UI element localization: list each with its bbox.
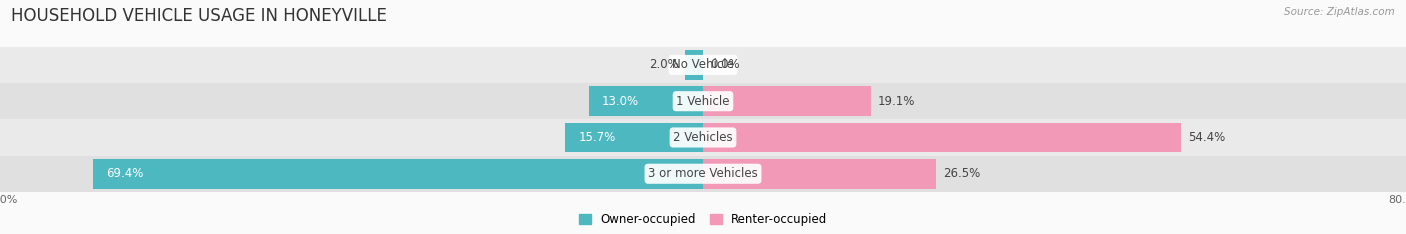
Text: No Vehicle: No Vehicle [672,58,734,71]
Bar [0,119,1406,156]
Text: 13.0%: 13.0% [602,95,640,108]
Text: 69.4%: 69.4% [107,167,143,180]
Text: Source: ZipAtlas.com: Source: ZipAtlas.com [1284,7,1395,17]
Text: 2.0%: 2.0% [648,58,678,71]
Bar [0,47,1406,83]
Bar [565,123,703,152]
Bar [686,50,703,80]
Bar [589,86,703,116]
Text: 15.7%: 15.7% [578,131,616,144]
Text: 26.5%: 26.5% [943,167,980,180]
Legend: Owner-occupied, Renter-occupied: Owner-occupied, Renter-occupied [579,213,827,226]
Bar [703,123,1181,152]
Bar [0,83,1406,119]
Bar [703,86,870,116]
Bar [93,159,703,189]
Text: 3 or more Vehicles: 3 or more Vehicles [648,167,758,180]
Bar [0,156,1406,192]
Text: 2 Vehicles: 2 Vehicles [673,131,733,144]
Bar [703,159,936,189]
Text: 19.1%: 19.1% [877,95,915,108]
Text: 0.0%: 0.0% [710,58,740,71]
Text: 54.4%: 54.4% [1188,131,1225,144]
Text: HOUSEHOLD VEHICLE USAGE IN HONEYVILLE: HOUSEHOLD VEHICLE USAGE IN HONEYVILLE [11,7,387,25]
Text: 1 Vehicle: 1 Vehicle [676,95,730,108]
